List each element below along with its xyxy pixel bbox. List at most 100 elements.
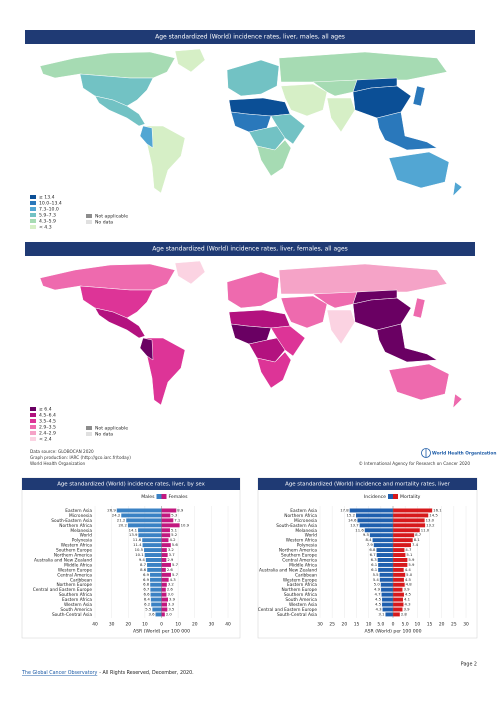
bar — [152, 607, 162, 612]
bar — [161, 523, 180, 528]
legend-label: No data — [95, 220, 113, 226]
category-label: Western Africa — [286, 538, 318, 544]
map-region — [226, 59, 280, 97]
value-label: 6.3 — [371, 557, 378, 562]
bar — [393, 612, 400, 617]
world-map — [39, 260, 463, 409]
map-region — [226, 271, 280, 309]
value-label: 7.4 — [412, 542, 419, 547]
value-label: 5.1 — [171, 527, 178, 532]
legend-swatch — [86, 432, 92, 436]
bar — [116, 508, 162, 513]
bar — [161, 592, 167, 597]
category-label: South-Central Asia — [52, 612, 92, 618]
bar — [393, 602, 404, 607]
value-label: 7.1 — [174, 517, 181, 522]
category-label: South America — [285, 597, 317, 603]
chart-title-bar — [22, 478, 240, 490]
map-region — [412, 297, 426, 319]
bar — [379, 572, 393, 577]
map-region — [278, 51, 448, 83]
bar — [393, 518, 425, 523]
value-label: 3.0 — [167, 592, 174, 597]
legend-swatch — [30, 195, 36, 199]
legend-swatch — [388, 494, 393, 499]
bar — [127, 523, 162, 528]
map-region — [376, 111, 438, 151]
copyright: © International Agency for Research on C… — [359, 461, 471, 466]
bar — [150, 572, 162, 577]
value-label: 10.9 — [181, 522, 190, 527]
map-region — [79, 285, 154, 319]
legend-label: 4.3–5.9 — [39, 219, 56, 225]
value-label: 24.2 — [112, 512, 121, 517]
value-label: 3.1 — [378, 611, 385, 616]
bar — [126, 518, 162, 523]
bar — [381, 592, 393, 597]
bar — [161, 528, 170, 533]
map-region — [94, 307, 146, 339]
bar — [138, 528, 162, 533]
x-tick-label: 5.0 — [377, 621, 384, 627]
value-label: 5.0 — [374, 582, 381, 587]
bar — [161, 553, 168, 558]
bar — [385, 612, 393, 617]
legend-swatch — [86, 426, 92, 430]
category-label: Western Asia — [289, 602, 317, 608]
category-label: Melanesia — [295, 528, 317, 534]
map-region — [270, 325, 306, 357]
bar — [349, 508, 393, 513]
value-label: 5.7 — [172, 562, 179, 567]
value-label: 5.1 — [406, 552, 413, 557]
value-label: 26.9 — [107, 507, 116, 512]
category-label: Melanesia — [70, 528, 92, 534]
bar — [393, 587, 403, 592]
bar — [161, 518, 174, 523]
value-label: 3.9 — [403, 587, 410, 592]
value-label: 6.1 — [371, 562, 378, 567]
value-label: 9.4 — [139, 557, 146, 562]
map-region — [256, 139, 292, 177]
category-label: Western Europe — [283, 577, 317, 583]
bar — [121, 513, 162, 518]
bar — [382, 607, 393, 612]
value-label: 5.3 — [171, 512, 178, 517]
map-region — [280, 83, 328, 117]
map-region — [278, 263, 448, 295]
legend-label: Incidence — [364, 494, 386, 500]
bar — [144, 553, 162, 558]
legend-swatch — [30, 419, 36, 423]
value-label: 4.4 — [405, 567, 412, 572]
category-label: Caribbean — [70, 577, 92, 583]
value-label: 8.6 — [140, 567, 147, 572]
value-label: 2.8 — [401, 611, 408, 616]
bar — [376, 548, 393, 553]
value-label: 20.2 — [118, 522, 127, 527]
bar — [393, 538, 413, 543]
bar — [364, 528, 393, 533]
value-label: 3.2 — [168, 547, 175, 552]
map-region — [174, 48, 206, 73]
value-label: 13.0 — [426, 517, 435, 522]
bar — [393, 528, 420, 533]
map-region — [142, 337, 186, 406]
x-tick-label: 15 — [354, 621, 360, 627]
value-label: 11.0 — [421, 527, 430, 532]
bar — [378, 562, 393, 567]
category-label: Northern America — [279, 548, 318, 554]
bar — [356, 513, 393, 518]
legend-label: Mortality — [400, 494, 421, 500]
category-label: Eastern Asia — [65, 508, 92, 514]
value-label: 8.7 — [415, 532, 422, 537]
legend-swatch — [30, 425, 36, 429]
bar — [393, 557, 408, 562]
value-label: 5.6 — [172, 542, 179, 547]
bar — [161, 538, 169, 543]
footer: The Global Cancer Observatory - All Right… — [21, 670, 194, 676]
value-label: 6.8 — [143, 582, 150, 587]
category-label: Southern Europe — [281, 553, 317, 559]
legend-swatch — [156, 494, 162, 499]
footer-link[interactable]: The Global Cancer Observatory — [21, 670, 97, 676]
page-number: Page 2 — [461, 662, 477, 668]
